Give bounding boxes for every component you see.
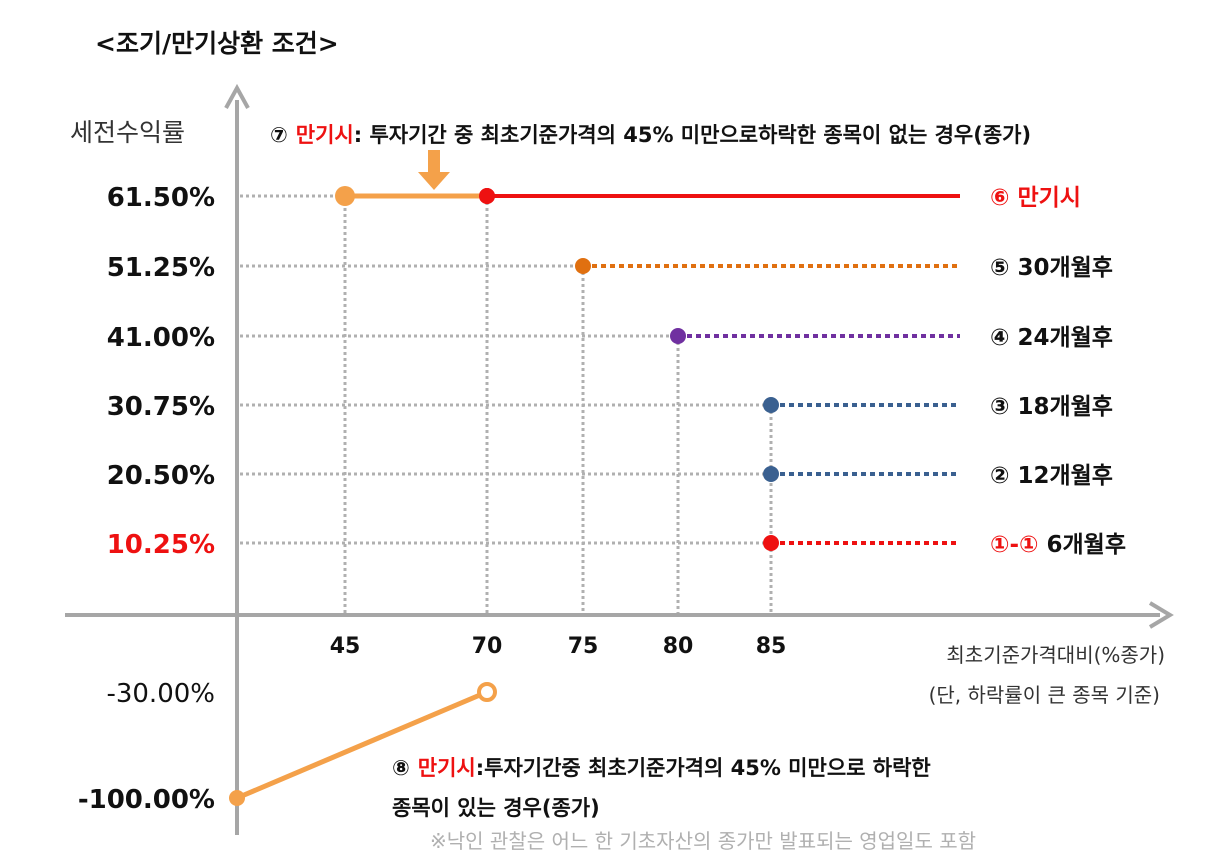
x-axis-arrow-icon (1148, 601, 1174, 629)
footnote: ※낙인 관찰은 어느 한 기초자산의 종가만 발표되는 영업일도 포함 (430, 829, 976, 853)
maturity-point (479, 188, 495, 204)
series-label: ③ 18개월후 (990, 394, 1113, 420)
down-arrow-icon (418, 150, 450, 190)
no-knockin-point (335, 186, 355, 206)
series-point-18개월후 (763, 397, 779, 413)
y-axis-arrow-icon (224, 83, 250, 109)
knockin-point (229, 790, 245, 806)
x-tick-label: 85 (756, 634, 787, 659)
x-axis-note: (단, 하락률이 큰 종목 기준) (929, 683, 1160, 707)
y-tick-label: -100.00% (78, 785, 215, 815)
note-8-line2: 종목이 있는 경우(종가) (392, 796, 600, 820)
knockin-open-point (477, 682, 497, 702)
y-tick-label: 41.00% (107, 323, 215, 353)
y-tick-label: -30.00% (106, 679, 215, 709)
x-tick-label: 80 (663, 634, 694, 659)
x-tick-label: 45 (330, 634, 361, 659)
series-label: ② 12개월후 (990, 463, 1113, 489)
x-tick-label: 70 (472, 634, 503, 659)
series-point-30개월후 (575, 258, 591, 274)
note-7-label: 만기시 (296, 123, 354, 147)
y-tick-label: 30.75% (107, 392, 215, 422)
series-point-6개월후 (763, 535, 779, 551)
series-label: ①-① 6개월후 (990, 532, 1126, 558)
chart-title: <조기/만기상환 조건> (95, 29, 339, 58)
series-point-24개월후 (670, 328, 686, 344)
y-tick-label: 61.50% (107, 183, 215, 213)
series-point-12개월후 (763, 466, 779, 482)
y-tick-label: 51.25% (107, 253, 215, 283)
x-axis-label: 최초기준가격대비(%종가) (946, 643, 1165, 667)
note-7: ⑦ 만기시: 투자기간 중 최초기준가격의 45% 미만으로하락한 종목이 없는 … (270, 123, 1031, 147)
x-tick-label: 75 (568, 634, 599, 659)
series-label: ④ 24개월후 (990, 325, 1113, 351)
series-label: ⑤ 30개월후 (990, 255, 1113, 281)
y-axis-label: 세전수익률 (70, 118, 185, 147)
knockin-line (236, 689, 488, 801)
y-tick-label: 10.25% (107, 530, 215, 560)
note-8: ⑧ 만기시:투자기간중 최초기준가격의 45% 미만으로 하락한 (392, 756, 931, 780)
y-tick-label: 20.50% (107, 461, 215, 491)
series-label: ⑥ 만기시 (990, 185, 1081, 211)
